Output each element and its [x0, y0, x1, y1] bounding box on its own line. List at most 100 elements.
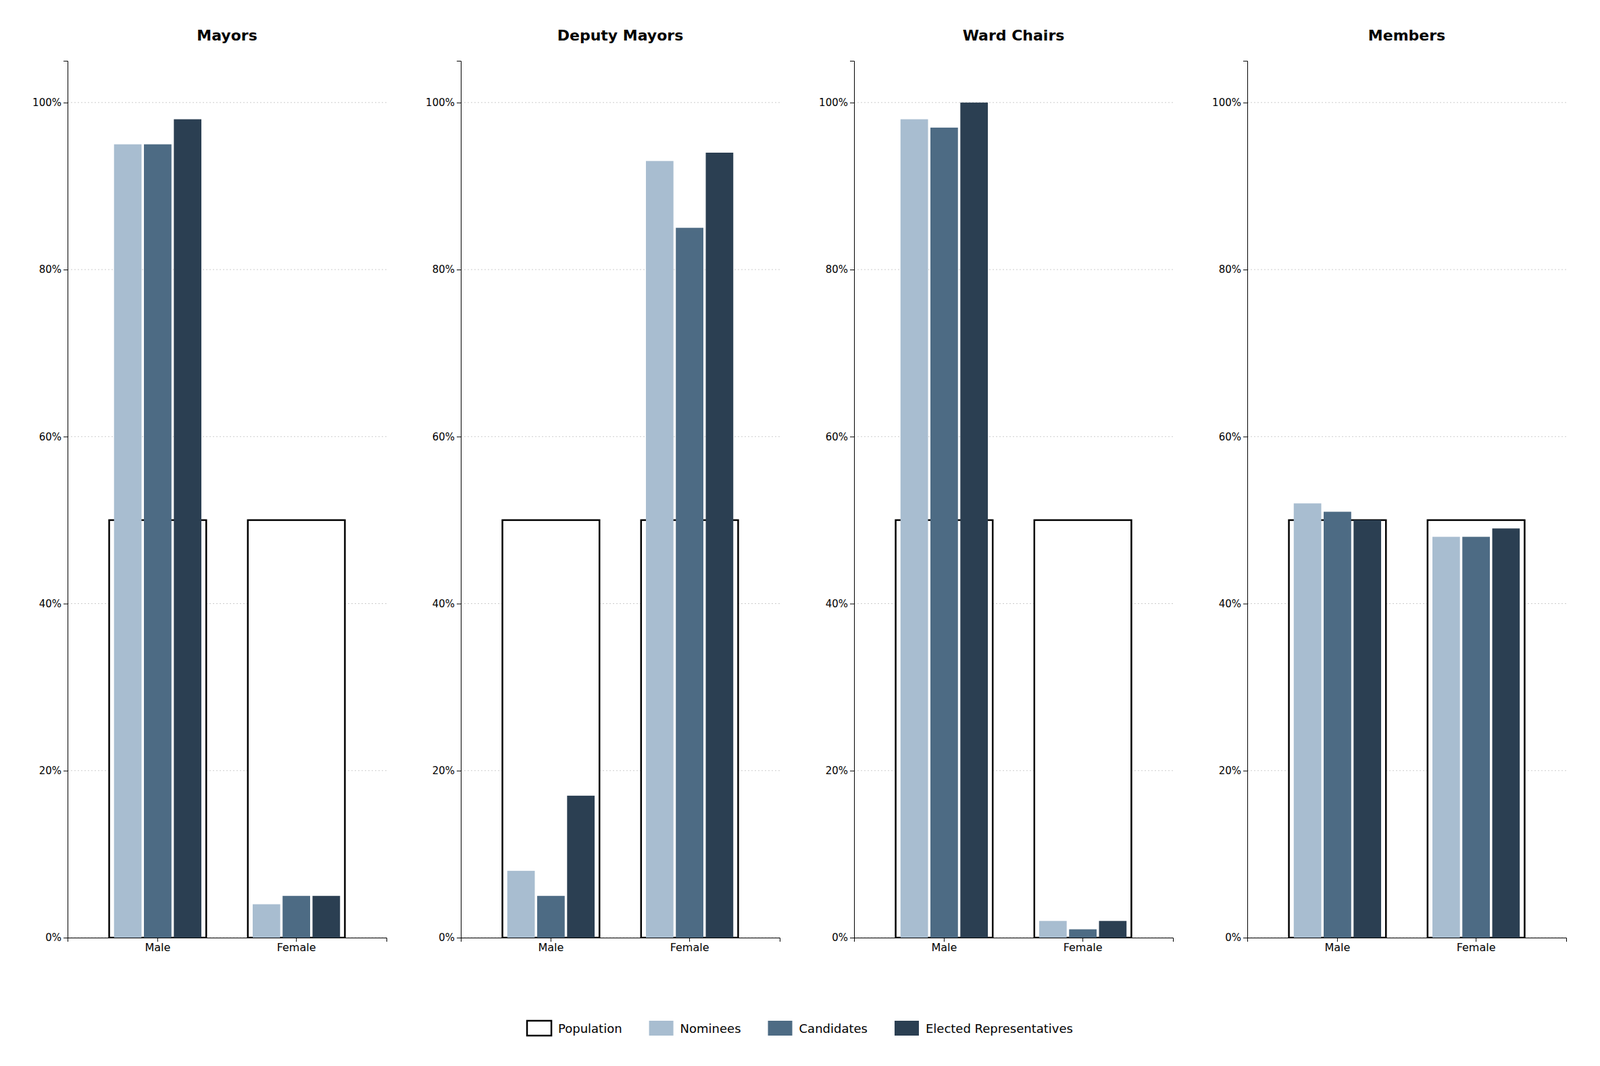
y-tick: 80% — [432, 263, 461, 276]
y-tick: 0% — [45, 931, 68, 944]
chart-root: MaleFemale0%20%40%60%80%100%MayorsMaleFe… — [0, 0, 1600, 1066]
x-tick-label: Male — [537, 941, 564, 955]
x-axis: MaleFemale — [68, 937, 388, 955]
bar — [1039, 920, 1067, 938]
bar — [1462, 537, 1490, 938]
x-axis: MaleFemale — [1247, 937, 1567, 955]
marks — [1289, 503, 1525, 938]
bar — [645, 160, 674, 938]
y-tick-mark — [1243, 937, 1248, 939]
x-axis-line — [461, 938, 781, 943]
y-tick: 20% — [39, 764, 68, 778]
y-tick-label: 60% — [825, 431, 848, 444]
y-tick-mark — [63, 604, 68, 605]
grid — [67, 102, 387, 938]
y-tick-label: 80% — [432, 263, 455, 276]
grid-line — [1247, 269, 1567, 271]
y-tick-label: 80% — [39, 263, 62, 276]
grid-line — [67, 102, 387, 103]
bar — [507, 870, 536, 938]
y-tick-label: 60% — [39, 431, 62, 444]
legend: PopulationNomineesCandidatesElected Repr… — [527, 1020, 1073, 1036]
series-bars — [143, 144, 311, 938]
grid-line — [854, 102, 1173, 103]
marks — [895, 102, 1132, 938]
grid — [460, 102, 780, 938]
x-axis: MaleFemale — [854, 937, 1174, 955]
bar — [1323, 512, 1352, 938]
title: Ward Chairs — [962, 27, 1065, 44]
y-tick-mark — [456, 770, 461, 772]
title: Members — [1368, 27, 1446, 44]
legend-label: Population — [558, 1021, 623, 1036]
y-axis-line — [456, 61, 462, 939]
series-bars — [537, 227, 704, 938]
legend-item: Candidates — [768, 1020, 868, 1036]
x-tick-label: Female — [1456, 941, 1496, 955]
y-tick-label: 100% — [1212, 96, 1242, 109]
y-axis-line — [63, 61, 69, 939]
bar — [114, 144, 142, 938]
x-tick: Female — [670, 937, 710, 955]
panel: MaleFemale0%20%40%60%80%100%Ward Chairs — [818, 27, 1173, 955]
series-bars — [930, 127, 1097, 938]
series-bars — [566, 152, 734, 938]
x-axis-line — [854, 938, 1174, 943]
legend-label: Elected Representatives — [925, 1021, 1073, 1036]
y-tick: 100% — [818, 96, 855, 109]
marks — [502, 152, 739, 938]
y-tick: 100% — [32, 96, 68, 109]
legend-item: Elected Representatives — [894, 1020, 1073, 1036]
y-tick-mark — [1243, 102, 1248, 104]
y-tick-label: 20% — [432, 764, 455, 778]
y-axis-line — [850, 61, 855, 939]
y-tick: 40% — [432, 597, 461, 611]
bar — [1068, 929, 1097, 938]
bar — [930, 127, 959, 938]
legend-item: Population — [527, 1020, 623, 1036]
y-tick: 40% — [1218, 597, 1248, 611]
bar — [706, 152, 734, 938]
bar — [143, 144, 172, 938]
grid-line — [460, 102, 780, 103]
panel: MaleFemale0%20%40%60%80%100%Members — [1212, 27, 1567, 955]
series-bars — [1293, 503, 1461, 938]
bar — [900, 119, 929, 938]
y-tick-label: 60% — [1218, 431, 1242, 444]
bar — [282, 895, 311, 938]
y-tick-mark — [456, 436, 461, 438]
x-tick: Male — [931, 937, 957, 955]
bar — [675, 227, 704, 938]
series-bars — [507, 160, 674, 938]
y-tick-label: 0% — [438, 931, 455, 944]
x-tick: Male — [537, 937, 564, 955]
bar-outline — [247, 520, 346, 938]
y-tick-mark — [456, 102, 461, 104]
y-axis: 0%20%40%60%80%100% — [818, 61, 855, 945]
y-tick-mark — [850, 102, 855, 104]
panel: MaleFemale0%20%40%60%80%100%Deputy Mayor… — [425, 27, 780, 955]
y-tick-label: 80% — [1218, 263, 1242, 276]
y-tick-label: 20% — [39, 764, 62, 778]
bar-outline — [1427, 520, 1525, 938]
y-axis: 0%20%40%60%80%100% — [1212, 61, 1248, 945]
y-tick: 40% — [825, 597, 855, 611]
grid-line — [1247, 436, 1567, 438]
y-tick: 20% — [1218, 764, 1248, 778]
y-tick-label: 20% — [1218, 764, 1242, 778]
grid — [1247, 102, 1567, 938]
bar-outline — [502, 520, 600, 938]
x-tick-label: Female — [670, 941, 710, 955]
y-tick: 60% — [825, 431, 855, 444]
series-bars — [173, 119, 340, 938]
bar — [960, 102, 988, 938]
bar — [1353, 520, 1382, 938]
bar — [1293, 503, 1322, 938]
bar — [1099, 920, 1128, 938]
y-tick-mark — [63, 937, 68, 939]
y-tick-mark — [63, 269, 68, 271]
legend-swatch — [768, 1020, 793, 1036]
y-tick-mark — [456, 269, 461, 271]
y-tick: 20% — [432, 764, 461, 778]
y-tick-mark — [63, 770, 68, 772]
